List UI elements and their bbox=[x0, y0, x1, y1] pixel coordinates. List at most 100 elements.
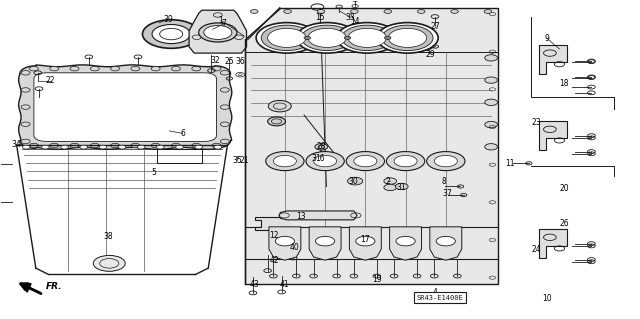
Polygon shape bbox=[430, 227, 462, 260]
Text: 40: 40 bbox=[289, 243, 300, 252]
Circle shape bbox=[175, 145, 183, 149]
Circle shape bbox=[266, 152, 304, 171]
Circle shape bbox=[315, 144, 328, 150]
Circle shape bbox=[22, 145, 30, 149]
Text: 18: 18 bbox=[559, 79, 569, 88]
Circle shape bbox=[220, 139, 229, 144]
Circle shape bbox=[396, 236, 415, 246]
Polygon shape bbox=[390, 227, 422, 260]
Circle shape bbox=[484, 77, 497, 83]
Circle shape bbox=[316, 236, 335, 246]
Text: 28: 28 bbox=[317, 142, 326, 151]
Circle shape bbox=[351, 10, 358, 13]
Circle shape bbox=[284, 10, 291, 13]
Circle shape bbox=[138, 145, 145, 149]
Polygon shape bbox=[539, 229, 568, 258]
Text: 26: 26 bbox=[559, 219, 569, 228]
Circle shape bbox=[337, 23, 398, 53]
Circle shape bbox=[29, 143, 38, 148]
Polygon shape bbox=[244, 8, 497, 284]
Circle shape bbox=[317, 10, 325, 13]
Circle shape bbox=[61, 145, 68, 149]
Circle shape bbox=[261, 25, 312, 50]
Circle shape bbox=[436, 236, 456, 246]
Circle shape bbox=[118, 145, 126, 149]
Text: 37: 37 bbox=[442, 189, 452, 198]
Polygon shape bbox=[309, 227, 341, 260]
Circle shape bbox=[296, 23, 358, 53]
Text: 33: 33 bbox=[346, 13, 356, 22]
Circle shape bbox=[99, 145, 107, 149]
Circle shape bbox=[220, 105, 229, 109]
Circle shape bbox=[143, 20, 200, 48]
Text: 3: 3 bbox=[311, 154, 316, 163]
Text: 17: 17 bbox=[360, 235, 369, 244]
Circle shape bbox=[204, 26, 232, 40]
Circle shape bbox=[384, 178, 397, 184]
Circle shape bbox=[435, 155, 458, 167]
Circle shape bbox=[306, 152, 344, 171]
Circle shape bbox=[212, 143, 221, 148]
Text: 5: 5 bbox=[152, 168, 156, 177]
Circle shape bbox=[268, 100, 291, 112]
Text: 10: 10 bbox=[542, 294, 552, 303]
Text: 27: 27 bbox=[430, 22, 440, 31]
Text: 32: 32 bbox=[211, 56, 220, 65]
Polygon shape bbox=[34, 73, 216, 141]
Circle shape bbox=[151, 66, 160, 71]
Circle shape bbox=[484, 99, 497, 106]
Text: 41: 41 bbox=[280, 279, 290, 288]
Text: 2: 2 bbox=[386, 177, 390, 186]
Circle shape bbox=[70, 66, 79, 71]
Circle shape bbox=[93, 256, 125, 271]
Circle shape bbox=[427, 152, 465, 171]
Text: 29: 29 bbox=[425, 49, 435, 59]
Circle shape bbox=[348, 177, 363, 185]
Text: 9: 9 bbox=[544, 34, 549, 43]
Circle shape bbox=[172, 66, 180, 71]
Circle shape bbox=[301, 25, 353, 50]
Text: SR43-E1400E: SR43-E1400E bbox=[417, 295, 463, 301]
Text: 14: 14 bbox=[350, 17, 360, 26]
Circle shape bbox=[451, 10, 458, 13]
Text: 1: 1 bbox=[219, 16, 223, 25]
Circle shape bbox=[21, 122, 30, 126]
Circle shape bbox=[70, 143, 79, 148]
Circle shape bbox=[268, 28, 306, 48]
Circle shape bbox=[484, 122, 497, 128]
Circle shape bbox=[342, 25, 393, 50]
Text: 11: 11 bbox=[506, 159, 515, 168]
Circle shape bbox=[268, 117, 285, 126]
Text: 24: 24 bbox=[531, 245, 541, 254]
Circle shape bbox=[21, 105, 30, 109]
Circle shape bbox=[387, 152, 425, 171]
Circle shape bbox=[484, 55, 497, 61]
Text: 22: 22 bbox=[45, 76, 55, 85]
Circle shape bbox=[396, 183, 408, 190]
Circle shape bbox=[256, 23, 317, 53]
Circle shape bbox=[21, 88, 30, 92]
Circle shape bbox=[384, 184, 397, 191]
Circle shape bbox=[131, 66, 140, 71]
Circle shape bbox=[275, 236, 294, 246]
Text: 20: 20 bbox=[559, 184, 569, 193]
Circle shape bbox=[198, 23, 237, 42]
Circle shape bbox=[192, 66, 201, 71]
Text: 15: 15 bbox=[315, 13, 325, 22]
Polygon shape bbox=[19, 65, 232, 149]
Circle shape bbox=[308, 28, 346, 48]
Circle shape bbox=[21, 139, 30, 144]
Text: 43: 43 bbox=[250, 279, 260, 288]
Text: 39: 39 bbox=[163, 15, 173, 24]
Circle shape bbox=[346, 152, 385, 171]
Circle shape bbox=[348, 28, 387, 48]
Text: 42: 42 bbox=[269, 256, 279, 265]
Circle shape bbox=[80, 145, 88, 149]
Polygon shape bbox=[539, 45, 568, 74]
Circle shape bbox=[111, 143, 120, 148]
Circle shape bbox=[388, 28, 427, 48]
Circle shape bbox=[111, 66, 120, 71]
Circle shape bbox=[394, 155, 417, 167]
Text: 19: 19 bbox=[372, 275, 382, 284]
Circle shape bbox=[214, 145, 221, 149]
